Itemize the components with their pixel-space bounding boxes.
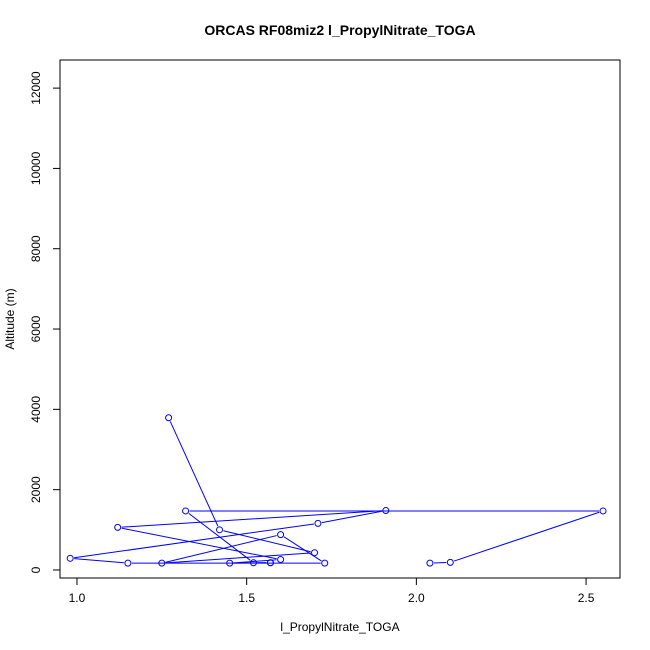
x-tick-label: 1.5 <box>238 591 255 605</box>
y-tick-label: 8000 <box>29 235 43 262</box>
series-line-segment <box>74 558 124 564</box>
series-lines <box>74 421 600 564</box>
data-point <box>158 559 166 567</box>
series-line-segment <box>121 527 277 560</box>
series-line-segment <box>165 535 277 563</box>
data-point <box>66 554 74 562</box>
x-tick-label: 1.0 <box>69 591 86 605</box>
y-tick-label: 2000 <box>29 476 43 503</box>
data-point <box>321 559 329 567</box>
data-point <box>277 556 285 564</box>
data-point <box>182 507 190 515</box>
y-tick-label: 12000 <box>29 71 43 105</box>
y-tick-label: 10000 <box>29 151 43 185</box>
data-point <box>277 531 285 539</box>
data-point <box>446 558 454 566</box>
x-axis: 1.0 1.5 2.0 2.5 <box>69 577 595 605</box>
y-axis: 0 2000 4000 6000 8000 10000 12000 <box>29 71 61 573</box>
series-line-segment <box>169 421 219 527</box>
series-line-segment <box>121 510 382 528</box>
data-point <box>226 559 234 567</box>
y-tick-label: 4000 <box>29 396 43 423</box>
data-point <box>426 559 434 567</box>
data-point <box>599 507 607 515</box>
series-line-segment <box>74 523 315 559</box>
y-tick-label: 6000 <box>29 315 43 342</box>
data-point <box>314 519 322 527</box>
data-point <box>216 526 224 534</box>
data-point <box>114 523 122 531</box>
data-point <box>165 414 173 422</box>
data-point <box>266 559 274 567</box>
series-points <box>66 414 607 567</box>
data-point <box>124 559 132 567</box>
x-tick-label: 2.0 <box>408 591 425 605</box>
chart-title: ORCAS RF08miz2 l_PropylNitrate_TOGA <box>204 22 475 38</box>
data-point <box>311 549 319 557</box>
series-line-segment <box>283 536 322 562</box>
data-point <box>382 507 390 515</box>
x-tick-label: 2.5 <box>578 591 595 605</box>
series-line-segment <box>321 510 382 524</box>
y-tick-label: 0 <box>29 566 43 573</box>
y-axis-label: Altitude (m) <box>3 288 17 349</box>
series-line-segment <box>165 552 311 564</box>
data-point <box>249 559 257 567</box>
series-line-segment <box>453 511 600 562</box>
x-axis-label: l_PropylNitrate_TOGA <box>280 620 399 634</box>
series-line-segment <box>188 512 251 561</box>
